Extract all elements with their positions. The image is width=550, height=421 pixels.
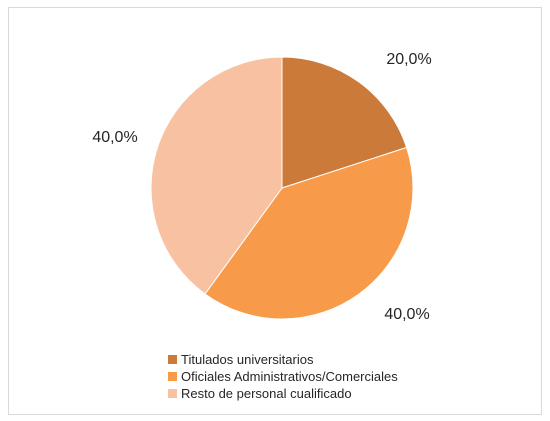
- legend-swatch: [168, 389, 177, 398]
- legend-label: Resto de personal cualificado: [181, 386, 352, 401]
- pie-slice: [281, 56, 408, 189]
- legend-swatch: [168, 372, 177, 381]
- data-label: 20,0%: [386, 51, 431, 68]
- chart-area: 20,0% 40,0% 40,0% Titulados universitarios…: [8, 7, 542, 415]
- pie-slice: [204, 146, 414, 320]
- legend-item: Resto de personal cualificado: [168, 385, 398, 402]
- legend-label: Titulados universitarios: [181, 352, 314, 367]
- legend-item: Oficiales Administrativos/Comerciales: [168, 368, 398, 385]
- legend-label: Oficiales Administrativos/Comerciales: [181, 369, 398, 384]
- pie-chart: 20,0% 40,0% 40,0%: [92, 51, 431, 323]
- legend-swatch: [168, 355, 177, 364]
- pie-slice: [150, 56, 283, 295]
- legend-item: Titulados universitarios: [168, 351, 398, 368]
- legend: Titulados universitarios Oficiales Admin…: [168, 351, 398, 402]
- data-label: 40,0%: [92, 129, 137, 146]
- data-label: 40,0%: [384, 306, 429, 323]
